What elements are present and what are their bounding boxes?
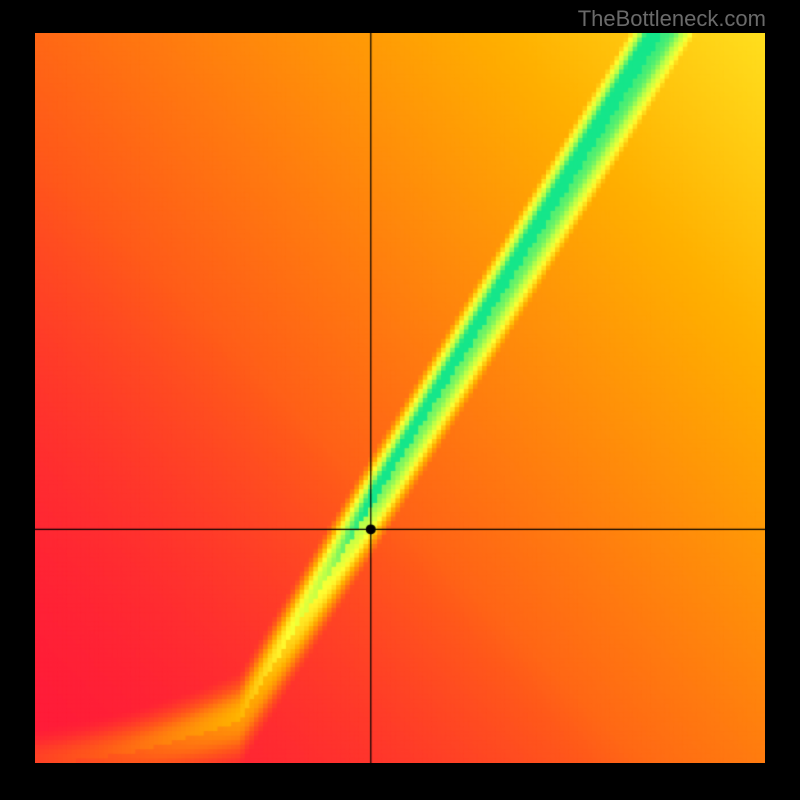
bottleneck-heatmap: [35, 33, 765, 763]
watermark-text: TheBottleneck.com: [578, 6, 766, 32]
